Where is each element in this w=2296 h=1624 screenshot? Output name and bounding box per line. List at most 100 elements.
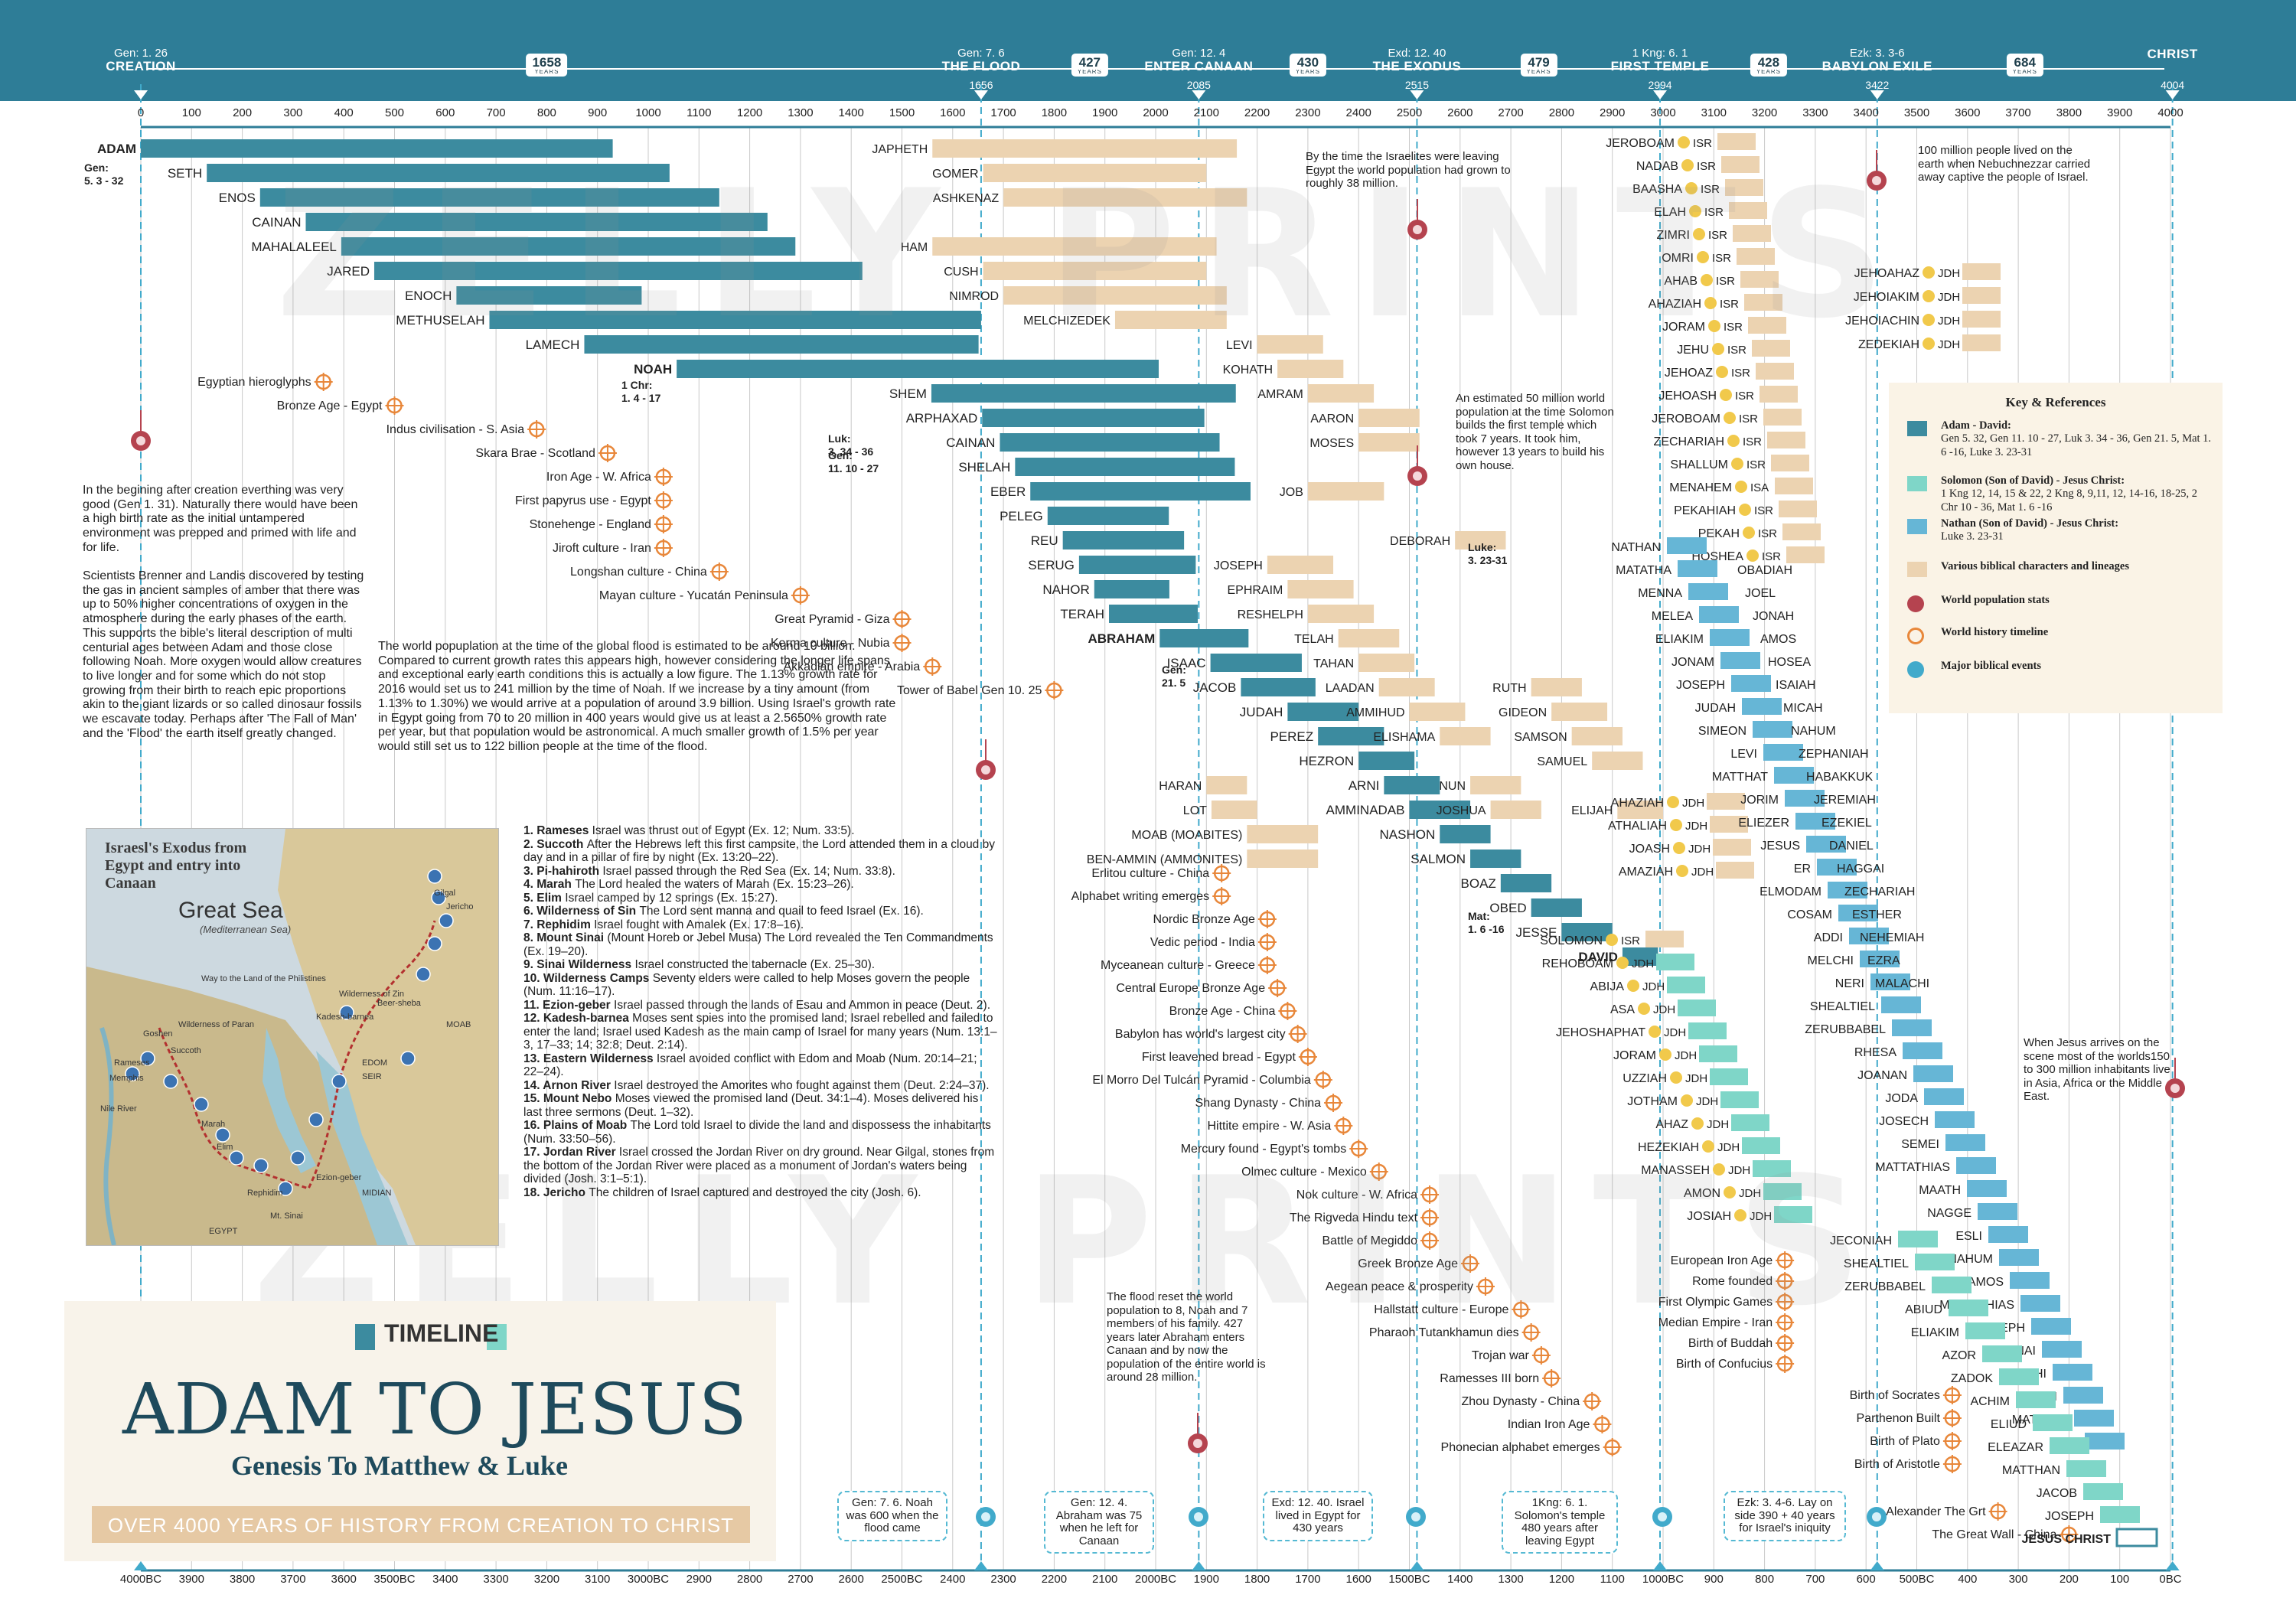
top-axis-tick-label: 1000 — [635, 106, 660, 119]
exodus-item: 9. Sinai Wilderness Israel constructed t… — [523, 958, 998, 972]
king-label: UZZIAH — [1623, 1072, 1667, 1085]
patriarch-bar — [1384, 776, 1440, 794]
crown-icon — [1702, 1140, 1714, 1153]
solomon-label: SHEALTIEL — [1844, 1257, 1909, 1270]
key-detail: Luke 3. 23-31 — [1941, 530, 2004, 543]
crown-icon — [1923, 290, 1935, 302]
nathan-bar — [1785, 790, 1825, 807]
bottom-axis-tick-label: 1800 — [1244, 1573, 1270, 1586]
note-28-million: The flood reset the world population to … — [1107, 1290, 1266, 1384]
banner-band-text: OVER 4000 YEARS OF HISTORY FROM CREATION… — [107, 1514, 735, 1537]
king-bar — [1717, 133, 1756, 150]
exodus-item-desc: The Lord told Israel to divide the land … — [523, 1119, 991, 1146]
king-tag: ISR — [1697, 160, 1716, 173]
exodus-item: 14. Arnon River Israel destroyed the Amo… — [523, 1079, 998, 1093]
nation-bar — [1358, 433, 1420, 452]
patriarch-bar — [1159, 629, 1249, 647]
year-span-1: 427 YEARS — [1071, 54, 1108, 77]
king-bar — [1713, 839, 1751, 856]
bottom-axis-tick-label: 1900 — [1194, 1573, 1219, 1586]
top-axis-tick-label: 100 — [182, 106, 201, 119]
crown-icon — [1689, 205, 1701, 217]
history-label: European Iron Age — [1671, 1254, 1773, 1267]
callout-temple: 1Kng: 6. 1. Solomon's temple 480 years a… — [1502, 1491, 1618, 1554]
key-swatch — [1907, 562, 1927, 577]
year-span-4: 428 YEARS — [1750, 54, 1787, 77]
king-label: AMON — [1684, 1187, 1720, 1200]
exodus-item: 13. Eastern Wilderness Israel avoided co… — [523, 1052, 998, 1079]
nathan-label: NATHAN — [1611, 541, 1661, 554]
patriarch-label: PELEG — [1000, 509, 1043, 523]
exodus-item-desc: Israel constructed the tabernacle (Ex. 2… — [634, 958, 876, 971]
king-bar — [1962, 263, 2001, 280]
map-label: Beer-sheba — [377, 999, 421, 1008]
milestone-year-label: 3422 — [1865, 79, 1889, 91]
nation-label: HARAN — [1159, 780, 1202, 793]
patriarch-label: MAHALALEEL — [251, 240, 337, 254]
king-label: BAASHA — [1632, 183, 1682, 196]
king-bar — [1760, 386, 1798, 403]
history-label: Pharaoh Tutankhamun dies — [1369, 1326, 1519, 1339]
exodus-item-desc: Israel camped by 12 springs (Ex. 15:27). — [565, 891, 778, 905]
exodus-item: 15. Mount Nebo Moses viewed the promised… — [523, 1092, 998, 1119]
top-axis-tick-label: 3100 — [1701, 106, 1727, 119]
king-bar — [1786, 546, 1825, 563]
exodus-item-number: 10. — [523, 971, 543, 985]
patriarch-label: JESSE — [1516, 925, 1557, 940]
king-label: JOSIAH — [1687, 1210, 1731, 1223]
patriarch-bar — [1318, 727, 1384, 745]
history-label: Stonehenge - England — [530, 518, 651, 531]
ref-label-gen21: 21. 5 — [1162, 677, 1186, 689]
king-label: JEROBOAM — [1606, 137, 1675, 150]
patriarch-bar — [1109, 605, 1199, 623]
key-text: World population stats — [1941, 594, 2216, 607]
year-span-unit: YEARS — [534, 68, 559, 75]
banner-subtitle: Genesis To Matthew & Luke — [231, 1450, 569, 1481]
king-bar — [1763, 1183, 1802, 1200]
king-tag: JDH — [1664, 1026, 1686, 1039]
ref-label-luk3: Luk: — [828, 432, 851, 445]
bottom-axis-tick-label: 2900 — [687, 1573, 712, 1586]
nathan-label: ESLI — [1955, 1230, 1982, 1243]
history-label: Parthenon Built — [1857, 1412, 1941, 1425]
patriarch-bar — [1210, 654, 1302, 672]
nation-bar — [1267, 556, 1334, 574]
patriarch-label: ISAAC — [1167, 656, 1206, 670]
nathan-label: MELCHI — [1808, 954, 1854, 967]
bottom-axis-tick-label: 4000BC — [120, 1573, 161, 1586]
bottom-axis-tick-label: 3800 — [230, 1573, 255, 1586]
hist-icon — [1907, 628, 1924, 644]
callout-canaan: Gen: 12. 4. Abraham was 75 when he left … — [1044, 1491, 1154, 1554]
key-swatch — [1907, 519, 1927, 534]
king-tag: JDH — [1653, 1003, 1675, 1016]
crown-icon — [1731, 458, 1743, 470]
king-label: AHAZ — [1655, 1118, 1688, 1131]
king-label: AHAZIAH — [1649, 298, 1701, 311]
nathan-bar — [1988, 1226, 2028, 1243]
king-tag: JDH — [1688, 843, 1711, 856]
nathan-label: ER — [1794, 863, 1811, 876]
nathan-bar — [1924, 1088, 1964, 1105]
nation-bar — [1003, 188, 1247, 207]
nation-label: DEBORAH — [1390, 535, 1450, 548]
nation-label: MELCHIZEDEK — [1023, 315, 1110, 328]
nation-bar — [1470, 776, 1521, 794]
bottom-axis-tick-label: 200 — [2060, 1573, 2079, 1586]
patriarch-label: SALMON — [1411, 852, 1466, 866]
history-label: The Great Wall - China — [1932, 1528, 2056, 1541]
king-label: MENAHEM — [1669, 481, 1732, 494]
nation-bar — [932, 237, 1217, 256]
event-icon — [1907, 661, 1924, 678]
nathan-bar — [2031, 1318, 2071, 1335]
history-label: Egyptian hieroglyphs — [197, 376, 311, 389]
king-bar — [1710, 816, 1748, 833]
nathan-bar — [1903, 1042, 1942, 1059]
history-label: Birth of Plato — [1870, 1435, 1940, 1448]
prophet-label: DANIEL — [1829, 840, 1874, 853]
key-title: Key & References — [2005, 395, 2106, 409]
nathan-bar — [1667, 537, 1707, 554]
history-label: First papyrus use - Egypt — [515, 494, 651, 507]
king-label: PEKAH — [1698, 527, 1740, 540]
exodus-item-number: 5. — [523, 891, 537, 905]
